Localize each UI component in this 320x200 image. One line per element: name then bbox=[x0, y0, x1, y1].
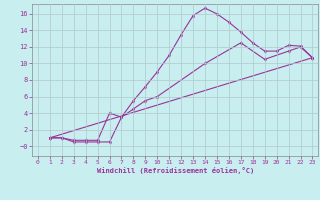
X-axis label: Windchill (Refroidissement éolien,°C): Windchill (Refroidissement éolien,°C) bbox=[97, 167, 254, 174]
